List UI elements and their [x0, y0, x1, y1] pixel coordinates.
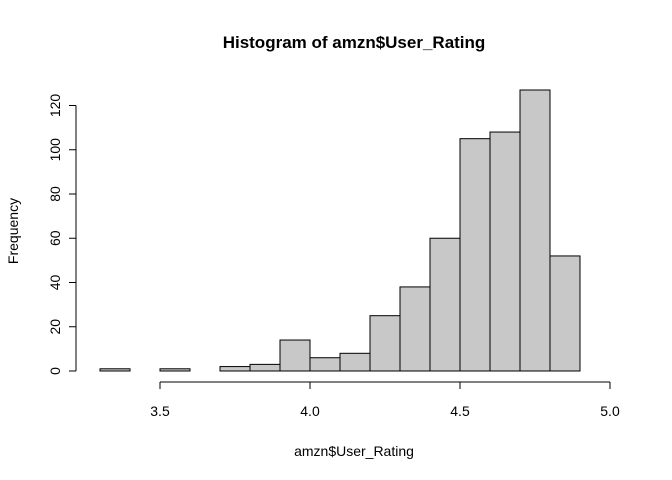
x-tick-label: 5.0 — [600, 403, 620, 419]
x-axis: 3.5 4.0 4.5 5.0 — [150, 381, 620, 419]
histogram-bar — [519, 89, 551, 372]
y-tick-label: 120 — [47, 94, 63, 118]
histogram-bar — [489, 131, 521, 372]
x-tick-label: 3.5 — [150, 403, 170, 419]
y-axis-label: Frequency — [5, 198, 21, 264]
histogram-bar — [459, 138, 491, 372]
x-axis-label: amzn$User_Rating — [294, 443, 414, 459]
histogram-bar — [369, 315, 401, 372]
y-tick-label: 100 — [47, 138, 63, 162]
y-tick-label: 20 — [47, 319, 63, 335]
x-tick-label: 4.5 — [450, 403, 470, 419]
bars-group — [99, 89, 581, 372]
x-tick-label: 4.0 — [300, 403, 320, 419]
y-tick-label: 80 — [47, 186, 63, 202]
histogram-bar — [159, 368, 191, 372]
y-tick-label: 0 — [47, 367, 63, 375]
histogram-bar — [399, 286, 431, 372]
y-tick-label: 60 — [47, 230, 63, 246]
y-tick-label: 40 — [47, 274, 63, 290]
y-axis: 0 20 40 60 80 100 120 — [47, 94, 77, 375]
histogram-bar — [249, 363, 281, 372]
histogram-bar — [429, 237, 461, 372]
histogram-bar — [339, 352, 371, 372]
histogram-bar — [99, 368, 131, 372]
histogram-bar — [219, 366, 251, 372]
histogram-bar — [549, 255, 581, 372]
histogram-bar — [309, 357, 341, 372]
histogram-bar — [279, 339, 311, 372]
chart-title: Histogram of amzn$User_Rating — [223, 33, 486, 52]
